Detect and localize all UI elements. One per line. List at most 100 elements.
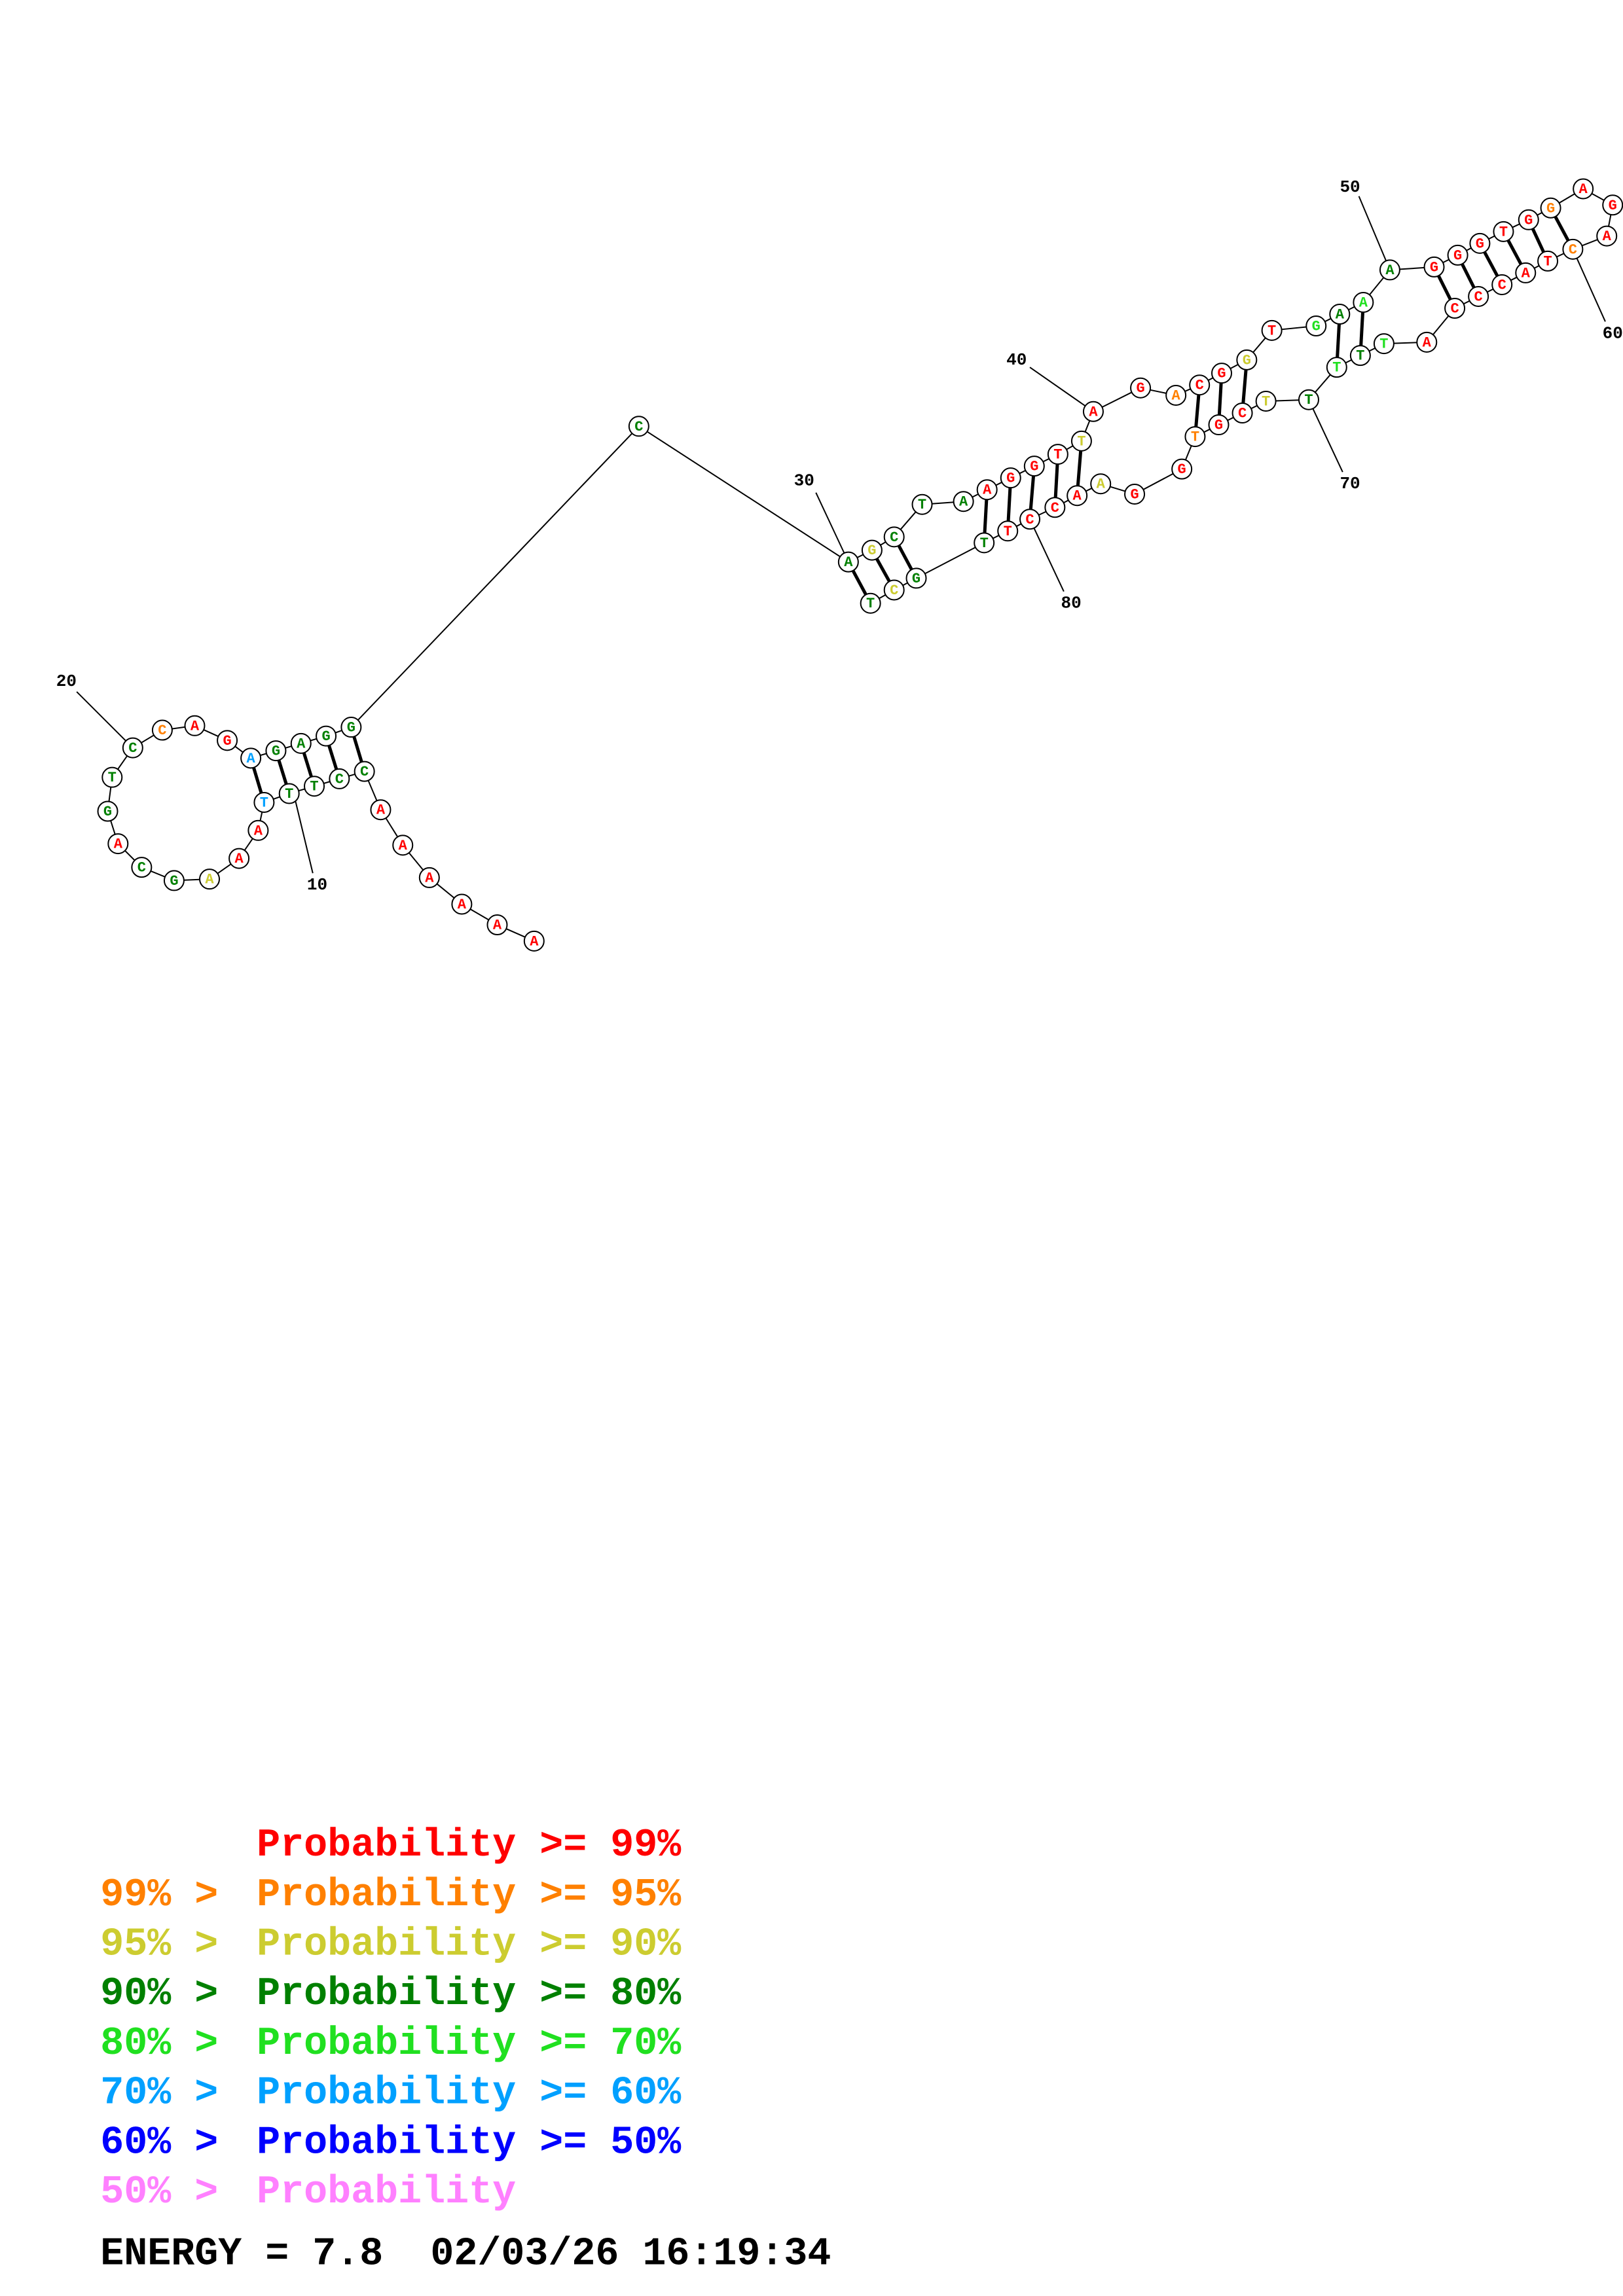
nucleotide-circle (1469, 232, 1491, 254)
nucleotide-circle (1070, 430, 1092, 452)
nucleotide-circle (837, 551, 859, 573)
nucleotide: T (1077, 433, 1085, 450)
nucleotide-circle (1562, 238, 1584, 260)
nucleotide: T (1262, 393, 1270, 410)
nucleotide-circle (1211, 363, 1233, 384)
nucleotide: G (1430, 259, 1438, 276)
nucleotide-circle (1491, 274, 1513, 295)
nucleotide: A (1097, 476, 1106, 493)
backbone (638, 425, 849, 563)
nucleotide-circle (163, 870, 185, 891)
nucleotide: A (1522, 265, 1531, 281)
nucleotide-circle (101, 766, 123, 788)
nucleotide-circle (883, 579, 905, 601)
nucleotide-circle (340, 717, 362, 738)
nucleotide: G (912, 571, 921, 587)
nucleotide: G (1006, 471, 1015, 487)
nucleotide-circle (1208, 414, 1230, 436)
nucleotide-circle (97, 800, 119, 822)
nucleotide: T (1543, 253, 1552, 270)
nucleotide: A (844, 554, 853, 571)
nucleotide: G (1609, 198, 1617, 214)
nucleotide-circle (290, 732, 312, 754)
nucleotide-circle (628, 416, 649, 437)
nucleotide: A (1603, 228, 1612, 245)
nucleotide: G (272, 744, 280, 760)
nucleotide-circle (1165, 384, 1187, 406)
nucleotide-circle (107, 833, 129, 855)
nucleotide-circle (1047, 444, 1068, 465)
nucleotide-circle (1255, 390, 1277, 412)
nucleotide-circle (451, 893, 473, 915)
nucleotide-circle (997, 520, 1019, 542)
nucleotide-circle (217, 730, 238, 751)
nucleotide: T (1053, 447, 1062, 463)
nucleotide: G (1312, 319, 1321, 335)
nucleotide-circle (1416, 331, 1438, 353)
nucleotide-circle (304, 776, 325, 797)
nucleotide: T (260, 795, 268, 811)
nucleotide-circle (278, 783, 300, 804)
nucleotide: A (114, 836, 123, 853)
position-label: 50 (1340, 177, 1360, 197)
nucleotide: G (1453, 247, 1462, 264)
nucleotide: G (1030, 459, 1038, 475)
position-label: 70 (1340, 474, 1360, 493)
nucleotide: G (1524, 212, 1533, 228)
nucleotide-circle (1379, 259, 1400, 281)
legend-prefix: 80% > (100, 2022, 218, 2066)
nucleotide: G (1546, 200, 1555, 217)
nucleotide-circle (1023, 456, 1045, 477)
legend-text: Probability >= 99% (257, 1823, 682, 1868)
nucleotide-circle (240, 747, 262, 769)
nucleotide-circle (1000, 467, 1021, 489)
nucleotide: C (890, 529, 898, 546)
position-tick (294, 799, 314, 874)
legend-prefix: 50% > (100, 2170, 218, 2215)
position-tick (76, 691, 134, 749)
nucleotide-circle (184, 715, 206, 736)
nucleotide: A (530, 933, 539, 950)
nucleotide-circle (370, 799, 392, 821)
nucleotide: A (1423, 334, 1432, 351)
legend-text: Probability >= 50% (257, 2121, 682, 2165)
nucleotide: T (108, 770, 117, 786)
legend-text: Probability >= 95% (257, 1873, 682, 1918)
position-tick (1029, 367, 1094, 412)
nucleotide: C (1569, 242, 1577, 258)
nucleotide: T (310, 779, 318, 795)
legend-text: Probability >= 80% (257, 1972, 682, 2017)
nucleotide-circle (1184, 426, 1206, 448)
nucleotide: A (205, 872, 214, 888)
nucleotide-circle (1349, 345, 1371, 367)
nucleotide-circle (1329, 304, 1351, 325)
position-tick (815, 492, 849, 563)
nucleotide: G (867, 543, 876, 559)
nucleotide: A (297, 736, 306, 752)
nucleotide: T (1267, 323, 1276, 339)
nucleotide: C (1238, 406, 1247, 422)
nucleotide-circle (1236, 349, 1258, 370)
position-tick (1572, 249, 1606, 322)
legend-prefix: 70% > (100, 2072, 218, 2116)
nucleotide: C (1051, 500, 1059, 516)
nucleotide: A (191, 718, 200, 734)
nucleotide-circle (151, 719, 173, 741)
nucleotide-circle (1130, 377, 1152, 399)
nucleotide-circle (976, 479, 998, 501)
nucleotide: G (1476, 236, 1484, 252)
nucleotide-circle (911, 493, 933, 515)
nucleotide: T (980, 535, 989, 552)
nucleotide-circle (1044, 497, 1066, 518)
nucleotide: A (247, 751, 256, 767)
position-label: 20 (56, 672, 77, 691)
nucleotide-circle (1602, 194, 1623, 216)
nucleotide-circle (1444, 298, 1466, 319)
position-label: 80 (1061, 594, 1082, 613)
nucleotide-circle (486, 914, 508, 936)
nucleotide-circle (265, 740, 287, 762)
position-label: 10 (307, 875, 327, 895)
nucleotide: A (234, 851, 244, 867)
nucleotide: C (634, 419, 643, 435)
